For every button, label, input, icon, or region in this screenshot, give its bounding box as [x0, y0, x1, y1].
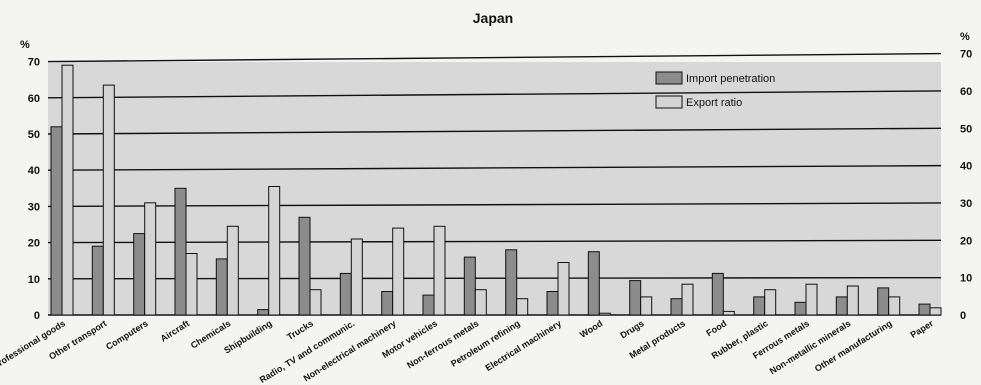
y-tick-label-right: 20	[960, 235, 972, 247]
y-tick-label-right: 30	[960, 198, 972, 210]
y-tick-label-right: 10	[960, 273, 972, 285]
bar-export-ratio	[888, 296, 901, 316]
bar-import-penetration	[422, 294, 435, 316]
bar-import-penetration	[91, 245, 104, 316]
y-tick-label-right: 0	[960, 310, 966, 322]
bar-import-penetration	[50, 126, 63, 316]
bar-import-penetration	[670, 298, 683, 316]
bar-import-penetration	[546, 291, 559, 316]
bar-export-ratio	[185, 253, 198, 316]
y-tick-label-left: 20	[28, 238, 40, 250]
y-tick-label-left: 70	[28, 57, 40, 69]
gridline	[47, 127, 942, 135]
y-tick-label-left: 10	[28, 274, 40, 286]
bar-export-ratio	[929, 307, 942, 316]
right-axis-unit: %	[960, 31, 970, 43]
category-label: Aircraft	[159, 318, 191, 343]
bar-import-penetration	[629, 280, 642, 316]
gridline	[47, 202, 942, 208]
bar-import-penetration	[463, 256, 476, 316]
bar-import-penetration	[918, 303, 931, 316]
bar-import-penetration	[753, 296, 766, 316]
gridline	[47, 164, 942, 171]
legend: Import penetration Export ratio	[655, 71, 775, 109]
legend-label-export-ratio: Export ratio	[686, 97, 742, 109]
legend-label-import-penetration: Import penetration	[686, 73, 775, 85]
y-tick-label-right: 40	[960, 161, 972, 173]
bar-export-ratio	[557, 262, 570, 316]
bar-export-ratio	[268, 186, 281, 316]
category-label: Drugs	[618, 318, 645, 340]
category-label: Electrical machinery	[484, 318, 564, 373]
y-tick-label-right: 50	[960, 123, 972, 135]
bar-export-ratio	[474, 289, 487, 316]
bar-import-penetration	[215, 258, 228, 316]
bars	[50, 64, 942, 316]
y-tick-label-right: 60	[960, 86, 972, 98]
bar-export-ratio	[516, 298, 529, 316]
y-tick-label-left: 30	[28, 201, 40, 213]
bar-import-penetration	[257, 309, 270, 316]
bar-import-penetration	[877, 287, 890, 316]
y-tick-label-left: 0	[34, 310, 40, 322]
bar-import-penetration	[133, 233, 146, 316]
y-tick-label-right: 70	[960, 49, 972, 61]
legend-swatch-export-ratio	[655, 95, 683, 109]
gridline	[47, 52, 942, 63]
bar-import-penetration	[298, 216, 311, 316]
category-label: Trucks	[285, 318, 315, 342]
gridline	[47, 239, 942, 244]
category-label: Non-ferrous metals	[405, 318, 480, 370]
bar-import-penetration	[711, 272, 724, 316]
bar-export-ratio	[61, 64, 74, 316]
category-label: Other manufacturing	[813, 318, 894, 374]
bar-export-ratio	[722, 310, 735, 316]
bar-import-penetration	[794, 301, 807, 316]
gridline	[47, 90, 942, 99]
category-label: Petroleum refining	[449, 318, 522, 369]
bar-export-ratio	[846, 285, 859, 316]
bar-import-penetration	[587, 251, 600, 316]
y-tick-label-left: 40	[28, 165, 40, 177]
category-label: Professional goods	[0, 318, 67, 371]
bar-export-ratio	[598, 312, 611, 316]
category-label: Food	[704, 318, 728, 338]
chart-title: Japan	[473, 10, 513, 26]
bar-export-ratio	[805, 283, 818, 316]
bar-import-penetration	[381, 291, 394, 316]
legend-swatch-import-penetration	[655, 71, 683, 85]
bar-export-ratio	[102, 84, 115, 316]
bar-export-ratio	[640, 296, 653, 316]
bar-import-penetration	[174, 187, 187, 316]
category-label: Computers	[104, 318, 150, 352]
y-tick-labels: 0 0 10 10 20 20 30 30 40 40 50 50 60 60 70 70	[28, 49, 973, 322]
bar-export-ratio	[392, 227, 405, 316]
bar-export-ratio	[350, 238, 363, 316]
y-tick-label-left: 50	[28, 129, 40, 141]
bar-import-penetration	[505, 249, 518, 316]
bar-export-ratio	[226, 225, 239, 316]
category-label: Paper	[909, 318, 936, 340]
bar-export-ratio	[764, 289, 777, 316]
bar-export-ratio	[681, 283, 694, 316]
bar-export-ratio	[144, 202, 157, 316]
category-label: Wood	[578, 318, 604, 340]
left-axis-unit: %	[20, 39, 30, 51]
bar-import-penetration	[835, 296, 848, 316]
bar-export-ratio	[309, 289, 322, 316]
y-tick-label-left: 60	[28, 93, 40, 105]
bar-import-penetration	[339, 272, 352, 316]
bar-export-ratio	[433, 225, 446, 316]
